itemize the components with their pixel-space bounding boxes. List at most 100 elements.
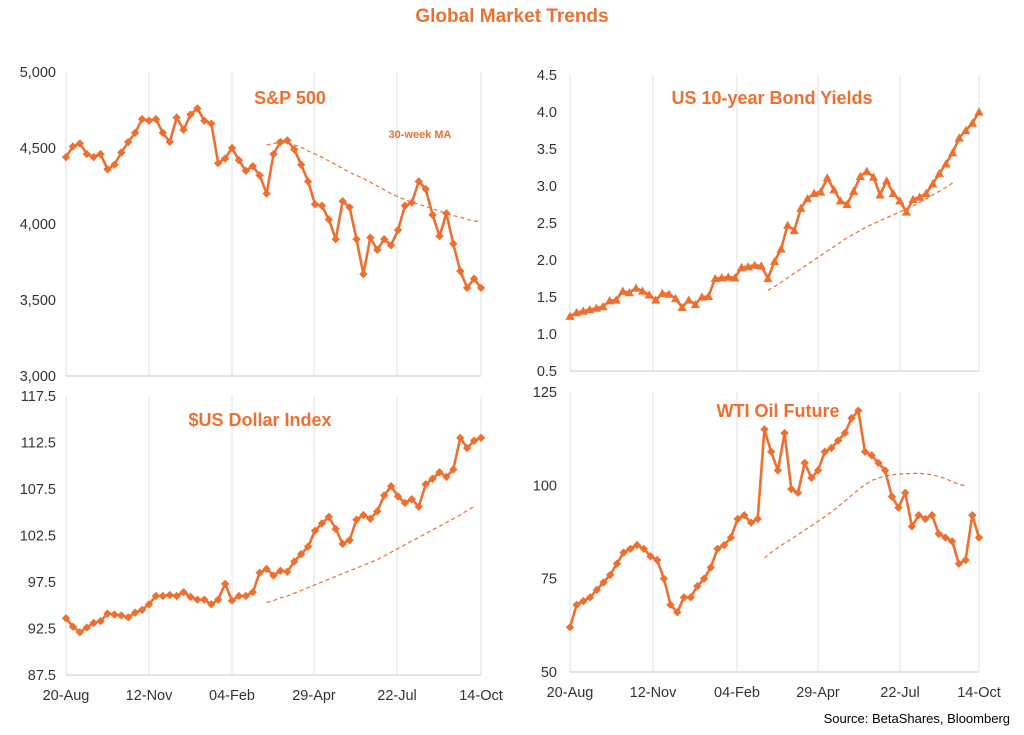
data-point-bond	[974, 107, 984, 116]
data-point-dollar	[179, 588, 188, 597]
chart-title-oil-future: WTI Oil Future	[717, 401, 840, 421]
data-point-bond	[855, 171, 865, 181]
data-point-dollar	[130, 608, 140, 617]
data-point-oil	[565, 623, 575, 632]
data-point-bond	[829, 185, 839, 194]
data-point-sp500	[310, 200, 320, 209]
data-point-oil	[753, 514, 762, 524]
data-point-sp500	[234, 155, 244, 165]
data-point-bond	[875, 190, 885, 199]
data-point-oil	[927, 511, 937, 520]
data-point-dollar	[276, 566, 285, 576]
x-tick-label-dollar: 29-Apr	[292, 688, 336, 704]
data-point-bond	[670, 293, 681, 303]
y-tick-label-bond: 4.0	[537, 105, 557, 121]
data-point-dollar	[193, 595, 202, 604]
data-point-oil	[914, 511, 923, 520]
data-point-sp500	[331, 235, 340, 244]
data-point-bond	[723, 272, 733, 281]
data-point-sp500	[449, 239, 458, 248]
data-point-bond	[651, 295, 661, 304]
y-tick-label-oil: 100	[533, 478, 557, 494]
data-point-dollar	[262, 564, 271, 574]
data-point-bond	[631, 283, 641, 292]
data-point-bond	[776, 244, 786, 253]
data-point-sp500	[158, 128, 168, 137]
chart-title-bond-yields: US 10-year Bond Yields	[671, 88, 872, 108]
data-point-oil	[874, 458, 883, 468]
data-point-bond	[578, 306, 588, 315]
data-point-bond	[882, 176, 892, 185]
data-point-dollar	[248, 588, 257, 597]
data-point-bond	[743, 262, 753, 271]
data-point-dollar	[158, 591, 168, 601]
data-point-oil	[646, 552, 655, 561]
data-point-dollar	[435, 468, 444, 477]
data-point-bond	[954, 133, 964, 142]
data-point-sp500	[435, 231, 444, 241]
data-point-sp500	[262, 189, 271, 198]
data-point-bond	[802, 193, 813, 203]
y-tick-label-bond: 2.5	[537, 216, 557, 232]
data-point-dollar	[476, 433, 486, 443]
y-tick-label-dollar: 107.5	[20, 482, 56, 498]
data-point-oil	[766, 447, 776, 456]
data-point-oil	[854, 406, 863, 415]
data-point-oil	[619, 548, 628, 557]
data-point-sp500	[476, 283, 486, 293]
data-point-bond	[585, 304, 595, 314]
data-point-sp500	[345, 203, 354, 212]
data-point-sp500	[414, 177, 423, 186]
data-point-sp500	[151, 114, 161, 124]
data-point-oil	[833, 436, 843, 445]
data-point-oil	[847, 413, 856, 423]
data-point-bond	[915, 192, 925, 201]
data-point-sp500	[82, 149, 91, 159]
data-point-sp500	[130, 128, 140, 137]
data-point-oil	[579, 596, 588, 606]
data-point-dollar	[207, 600, 216, 609]
data-point-bond	[750, 260, 760, 269]
data-point-dollar	[345, 535, 354, 545]
data-point-dollar	[366, 514, 375, 523]
data-point-bond	[921, 188, 931, 198]
data-point-sp500	[428, 210, 437, 220]
data-point-oil	[679, 593, 689, 602]
y-tick-label-dollar: 92.5	[28, 622, 56, 638]
data-point-sp500	[213, 159, 223, 168]
data-point-dollar	[373, 507, 382, 516]
data-point-bond	[862, 166, 872, 175]
data-point-dollar	[61, 614, 71, 623]
data-point-sp500	[220, 154, 230, 163]
x-tick-label-dollar: 14-Oct	[459, 688, 503, 704]
data-point-bond	[868, 172, 879, 181]
data-point-dollar	[469, 436, 479, 445]
data-point-oil	[726, 533, 736, 542]
data-point-oil	[947, 537, 957, 546]
y-tick-label-sp500: 4,000	[20, 217, 56, 233]
data-point-oil	[592, 585, 602, 595]
data-point-sp500	[193, 104, 202, 113]
data-point-dollar	[200, 595, 209, 604]
data-point-bond	[571, 307, 582, 317]
data-point-bond	[796, 203, 806, 212]
data-point-sp500	[124, 137, 133, 147]
x-tick-label-dollar: 12-Nov	[126, 688, 173, 704]
y-tick-label-bond: 1.5	[537, 290, 557, 306]
data-point-sp500	[75, 139, 85, 148]
data-point-dollar	[186, 592, 195, 602]
data-point-oil	[733, 514, 742, 524]
data-point-bond	[763, 273, 773, 283]
data-point-oil	[894, 503, 903, 512]
data-point-bond	[690, 299, 700, 309]
series-line-oil	[568, 409, 981, 628]
data-point-sp500	[68, 142, 78, 151]
data-point-oil	[606, 570, 615, 580]
data-point-dollar	[400, 498, 410, 508]
x-tick-label-dollar: 04-Feb	[209, 688, 255, 704]
data-point-bond	[967, 118, 978, 127]
x-tick-label-oil: 22-Jul	[880, 685, 920, 701]
data-point-bond	[664, 289, 674, 298]
data-point-dollar	[317, 519, 327, 528]
